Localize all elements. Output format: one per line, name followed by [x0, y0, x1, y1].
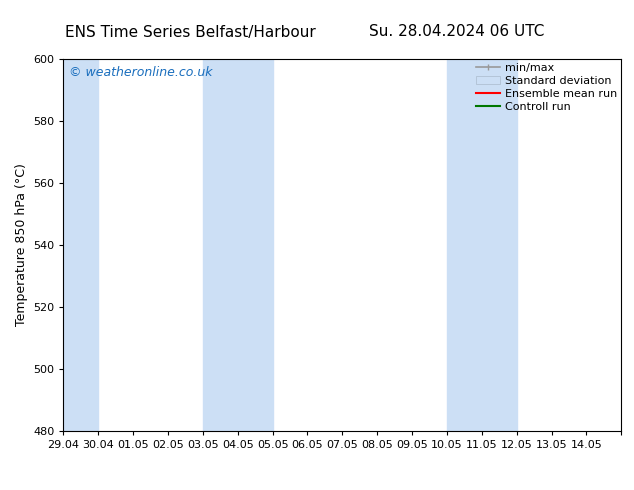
Bar: [63, 59, 98, 431]
Bar: [203, 59, 273, 431]
Text: © weatheronline.co.uk: © weatheronline.co.uk: [69, 66, 212, 79]
Y-axis label: Temperature 850 hPa (°C): Temperature 850 hPa (°C): [15, 164, 27, 326]
Text: ENS Time Series Belfast/Harbour: ENS Time Series Belfast/Harbour: [65, 24, 316, 40]
Text: Su. 28.04.2024 06 UTC: Su. 28.04.2024 06 UTC: [369, 24, 544, 40]
Bar: [447, 59, 517, 431]
Legend: min/max, Standard deviation, Ensemble mean run, Controll run: min/max, Standard deviation, Ensemble me…: [474, 61, 619, 114]
